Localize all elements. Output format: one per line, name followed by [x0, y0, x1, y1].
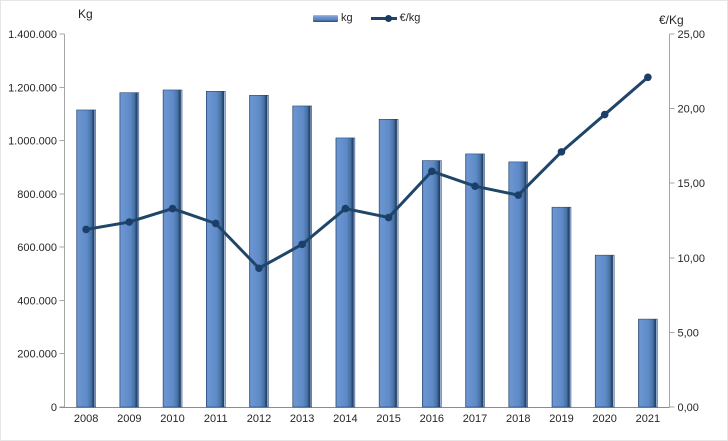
bar-2015: [378, 119, 399, 408]
legend-item-eur-per-kg: €/kg: [370, 12, 421, 24]
x-axis-label-2013: 2013: [290, 413, 314, 425]
bar-2011: [206, 91, 226, 408]
right-axis-tick-label: 5,00: [678, 327, 699, 339]
left-axis-tick-label: 0: [51, 402, 57, 414]
chart-legend: kg €/kg: [313, 12, 420, 24]
x-axis-label-2010: 2010: [160, 413, 184, 425]
left-axis-tick-label: 400.000: [17, 295, 57, 307]
bar-2012: [249, 95, 269, 408]
x-axis-label-2012: 2012: [247, 413, 271, 425]
bar-2020: [594, 254, 615, 408]
line-marker-2012: [255, 264, 263, 273]
legend-label-eur-per-kg: €/kg: [399, 12, 421, 24]
x-axis-label-2018: 2018: [506, 413, 530, 425]
x-axis-label-2016: 2016: [420, 413, 444, 425]
bar-2021: [638, 318, 658, 408]
line-marker-icon: [384, 14, 392, 22]
right-axis-title: €/Kg: [659, 13, 684, 27]
line-marker-2009: [125, 218, 134, 226]
bar-2013: [292, 105, 312, 408]
line-marker-2008: [82, 225, 90, 234]
line-series-swatch-icon: [370, 14, 397, 22]
line-marker-2021: [644, 73, 652, 82]
bar-2016: [422, 160, 442, 408]
bar-series-swatch-icon: [313, 14, 338, 22]
left-axis-tick-label: 600.000: [17, 242, 57, 254]
line-marker-2020: [600, 110, 609, 119]
left-axis-tick-label: 1.200.000: [8, 82, 57, 94]
x-axis-label-2017: 2017: [463, 413, 487, 425]
left-axis-tick-label: 800.000: [17, 189, 57, 201]
x-axis-label-2019: 2019: [549, 413, 573, 425]
bar-2010: [162, 89, 183, 408]
line-marker-2010: [168, 204, 177, 213]
bar-2018: [508, 161, 528, 408]
line-marker-2011: [211, 219, 220, 228]
line-marker-2015: [384, 213, 393, 222]
bar-2019: [551, 206, 572, 408]
line-marker-2018: [514, 191, 523, 199]
right-axis-tick-label: 15,00: [678, 178, 706, 190]
line-marker-2016: [428, 167, 436, 176]
legend-item-kg: kg: [313, 12, 353, 24]
x-axis-label-2008: 2008: [74, 413, 98, 425]
bar-2017: [465, 153, 485, 408]
bar-2014: [335, 137, 356, 408]
left-axis-title: Kg: [78, 7, 93, 21]
bar-2008: [76, 109, 96, 408]
right-axis-tick-label: 25,00: [678, 29, 706, 41]
eur-per-kg-line: [84, 75, 650, 270]
line-marker-2013: [298, 240, 306, 249]
x-axis-label-2011: 2011: [204, 413, 228, 425]
x-axis-label-2020: 2020: [592, 413, 616, 425]
x-axis-label-2009: 2009: [117, 413, 141, 425]
bar-2009: [119, 92, 140, 408]
left-axis-tick-label: 1.400.000: [8, 29, 57, 41]
left-axis-tick-label: 200.000: [17, 349, 57, 361]
line-marker-2017: [471, 182, 479, 190]
line-marker-2014: [341, 204, 350, 213]
x-axis-label-2015: 2015: [376, 413, 400, 425]
legend-label-kg: kg: [341, 12, 353, 24]
x-axis-label-2014: 2014: [333, 413, 357, 425]
line-marker-2019: [557, 148, 566, 156]
right-axis-tick-label: 0,00: [678, 402, 699, 414]
right-axis-tick-label: 20,00: [678, 104, 706, 116]
x-axis-label-2021: 2021: [636, 413, 660, 425]
right-axis-tick-label: 10,00: [678, 253, 706, 265]
left-axis-tick-label: 1.000.000: [8, 136, 57, 148]
